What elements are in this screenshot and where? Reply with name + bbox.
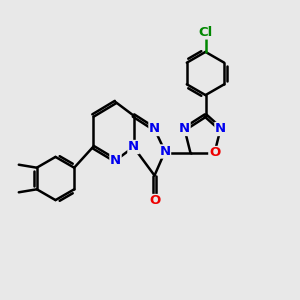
- Text: Cl: Cl: [198, 26, 213, 39]
- Text: N: N: [110, 154, 121, 167]
- Text: N: N: [159, 145, 171, 158]
- Text: N: N: [149, 122, 160, 136]
- Text: N: N: [179, 122, 190, 136]
- Text: O: O: [149, 194, 160, 208]
- Text: O: O: [209, 146, 220, 160]
- Text: N: N: [215, 122, 226, 136]
- Text: N: N: [128, 140, 139, 154]
